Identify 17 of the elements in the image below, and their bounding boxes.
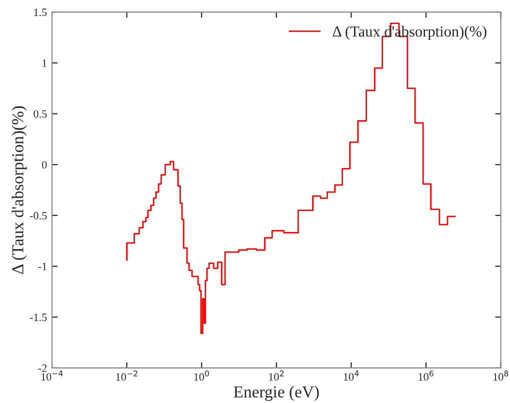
x-tick-label: 10$^{−2}$ <box>116 370 138 381</box>
y-tick-label: -0.5 <box>30 212 47 220</box>
x-tick-label: 10$^{0}$ <box>194 370 209 381</box>
x-axis-title: Energie (eV) <box>234 386 319 401</box>
x-tick-label: 10$^{2}$ <box>269 370 284 381</box>
y-tick-label: 0 <box>42 161 47 169</box>
x-tick-label: 10$^{8}$ <box>494 370 508 381</box>
x-tick-label: 10$^{6}$ <box>418 370 434 381</box>
y-tick-label: -1 <box>38 262 46 270</box>
y-axis-title: Δ (Taux d'absorption)(%) <box>12 106 27 274</box>
y-tick-label: -1.5 <box>30 314 47 322</box>
y-tick-label: 1.5 <box>34 8 47 16</box>
y-tick-label: 0.5 <box>34 110 47 118</box>
x-tick-label: 10$^{4}$ <box>344 370 359 381</box>
y-tick-label: -2 <box>38 364 47 372</box>
x-tick-label: 10$^{−4}$ <box>41 370 63 381</box>
y-tick-label: 1 <box>42 59 46 67</box>
